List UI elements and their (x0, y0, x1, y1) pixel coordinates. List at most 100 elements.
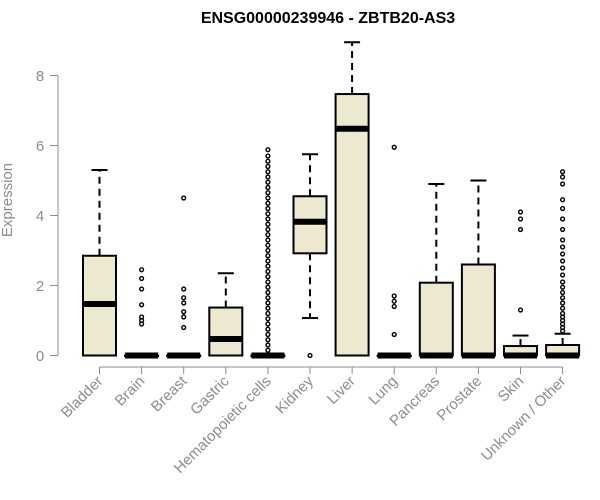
outlier-point (559, 305, 566, 311)
outlier-point (559, 258, 566, 264)
outlier-point (265, 205, 271, 212)
outlier-point (559, 169, 566, 175)
y-tick-label: 0 (36, 348, 44, 365)
outlier-point (265, 242, 271, 248)
outlier-point (265, 274, 271, 280)
outlier-point (265, 253, 271, 259)
x-tick-label: Bladder (58, 373, 107, 422)
outlier-point (181, 314, 187, 320)
outlier-point (265, 247, 271, 254)
box-group (208, 272, 244, 357)
outlier-point (265, 284, 271, 290)
outlier-point (265, 158, 271, 164)
outlier-point (391, 303, 397, 310)
x-tick-label: Brain (112, 373, 149, 410)
outlier-point (139, 267, 145, 273)
outlier-point (517, 307, 524, 313)
box-group (545, 169, 581, 359)
outlier-point (265, 169, 271, 175)
outlier-point (265, 295, 271, 301)
x-tick-label: Lung (365, 373, 401, 409)
box-group (334, 41, 370, 357)
outlier-point (265, 289, 271, 296)
outlier-point (391, 144, 397, 150)
box-group (124, 267, 160, 359)
outlier-point (265, 190, 271, 196)
outlier-point (559, 295, 566, 301)
outlier-point (265, 316, 271, 322)
outlier-point (559, 174, 566, 180)
outlier-point (265, 179, 271, 185)
box-group (292, 153, 328, 359)
outlier-point (517, 216, 524, 222)
outlier-point (559, 244, 566, 250)
x-tick-label: Liver (324, 373, 359, 408)
outlier-point (391, 331, 397, 338)
outlier-point (559, 279, 566, 285)
y-tick-label: 6 (36, 138, 44, 155)
outlier-point (265, 279, 271, 285)
outlier-point (265, 174, 271, 180)
outlier-point (139, 275, 145, 282)
outlier-point (265, 226, 271, 233)
x-tick-label: Skin (495, 373, 528, 406)
outlier-point (139, 302, 145, 308)
outlier-point (265, 200, 271, 206)
y-tick-label: 4 (36, 208, 44, 225)
outlier-point (265, 163, 271, 170)
box-group (460, 179, 496, 359)
outlier-point (265, 300, 271, 306)
outlier-point (265, 337, 271, 343)
outlier-point (265, 342, 271, 348)
box-group (166, 195, 202, 359)
outlier-point (265, 211, 271, 217)
outlier-point (307, 352, 313, 359)
outlier-point (265, 268, 271, 275)
outlier-point (181, 286, 187, 292)
x-tick-label: Kidney (272, 372, 317, 417)
outlier-point (559, 265, 566, 271)
outlier-point (559, 272, 566, 278)
box-rect (418, 281, 454, 357)
x-tick-label: Breast (148, 372, 191, 415)
outlier-point (181, 324, 187, 331)
outlier-point (559, 284, 566, 290)
outlier-point (559, 310, 566, 317)
outlier-point (265, 305, 271, 311)
outlier-point (181, 195, 187, 201)
outlier-point (559, 251, 566, 257)
outlier-point (559, 300, 566, 306)
outlier-point (265, 184, 271, 191)
outlier-point (265, 195, 271, 201)
outlier-point (265, 232, 271, 238)
outlier-point (559, 181, 566, 187)
y-axis-label: Expression (0, 163, 16, 237)
outlier-point (265, 347, 271, 353)
outlier-point (265, 331, 271, 338)
outlier-point (517, 226, 524, 233)
box-group (376, 144, 412, 359)
outlier-point (265, 321, 271, 327)
outlier-point (265, 147, 271, 153)
outlier-point (559, 216, 566, 222)
x-tick-label: Prostate (434, 373, 486, 425)
outlier-point (265, 153, 271, 159)
y-axis: 0 2 4 6 8 (36, 68, 59, 365)
outlier-point (559, 226, 566, 233)
outlier-point (265, 216, 271, 222)
outlier-point (139, 286, 145, 292)
outlier-point (181, 309, 187, 315)
outlier-point (517, 209, 524, 215)
outlier-point (265, 258, 271, 264)
outlier-point (559, 205, 566, 212)
box-rect (334, 93, 370, 357)
outlier-point (391, 298, 397, 304)
outlier-point (265, 221, 271, 227)
outlier-point (559, 237, 566, 243)
outlier-point (265, 237, 271, 243)
box-group (418, 183, 454, 359)
plot-area (82, 41, 581, 359)
outlier-point (559, 289, 566, 296)
box-group (82, 169, 117, 357)
